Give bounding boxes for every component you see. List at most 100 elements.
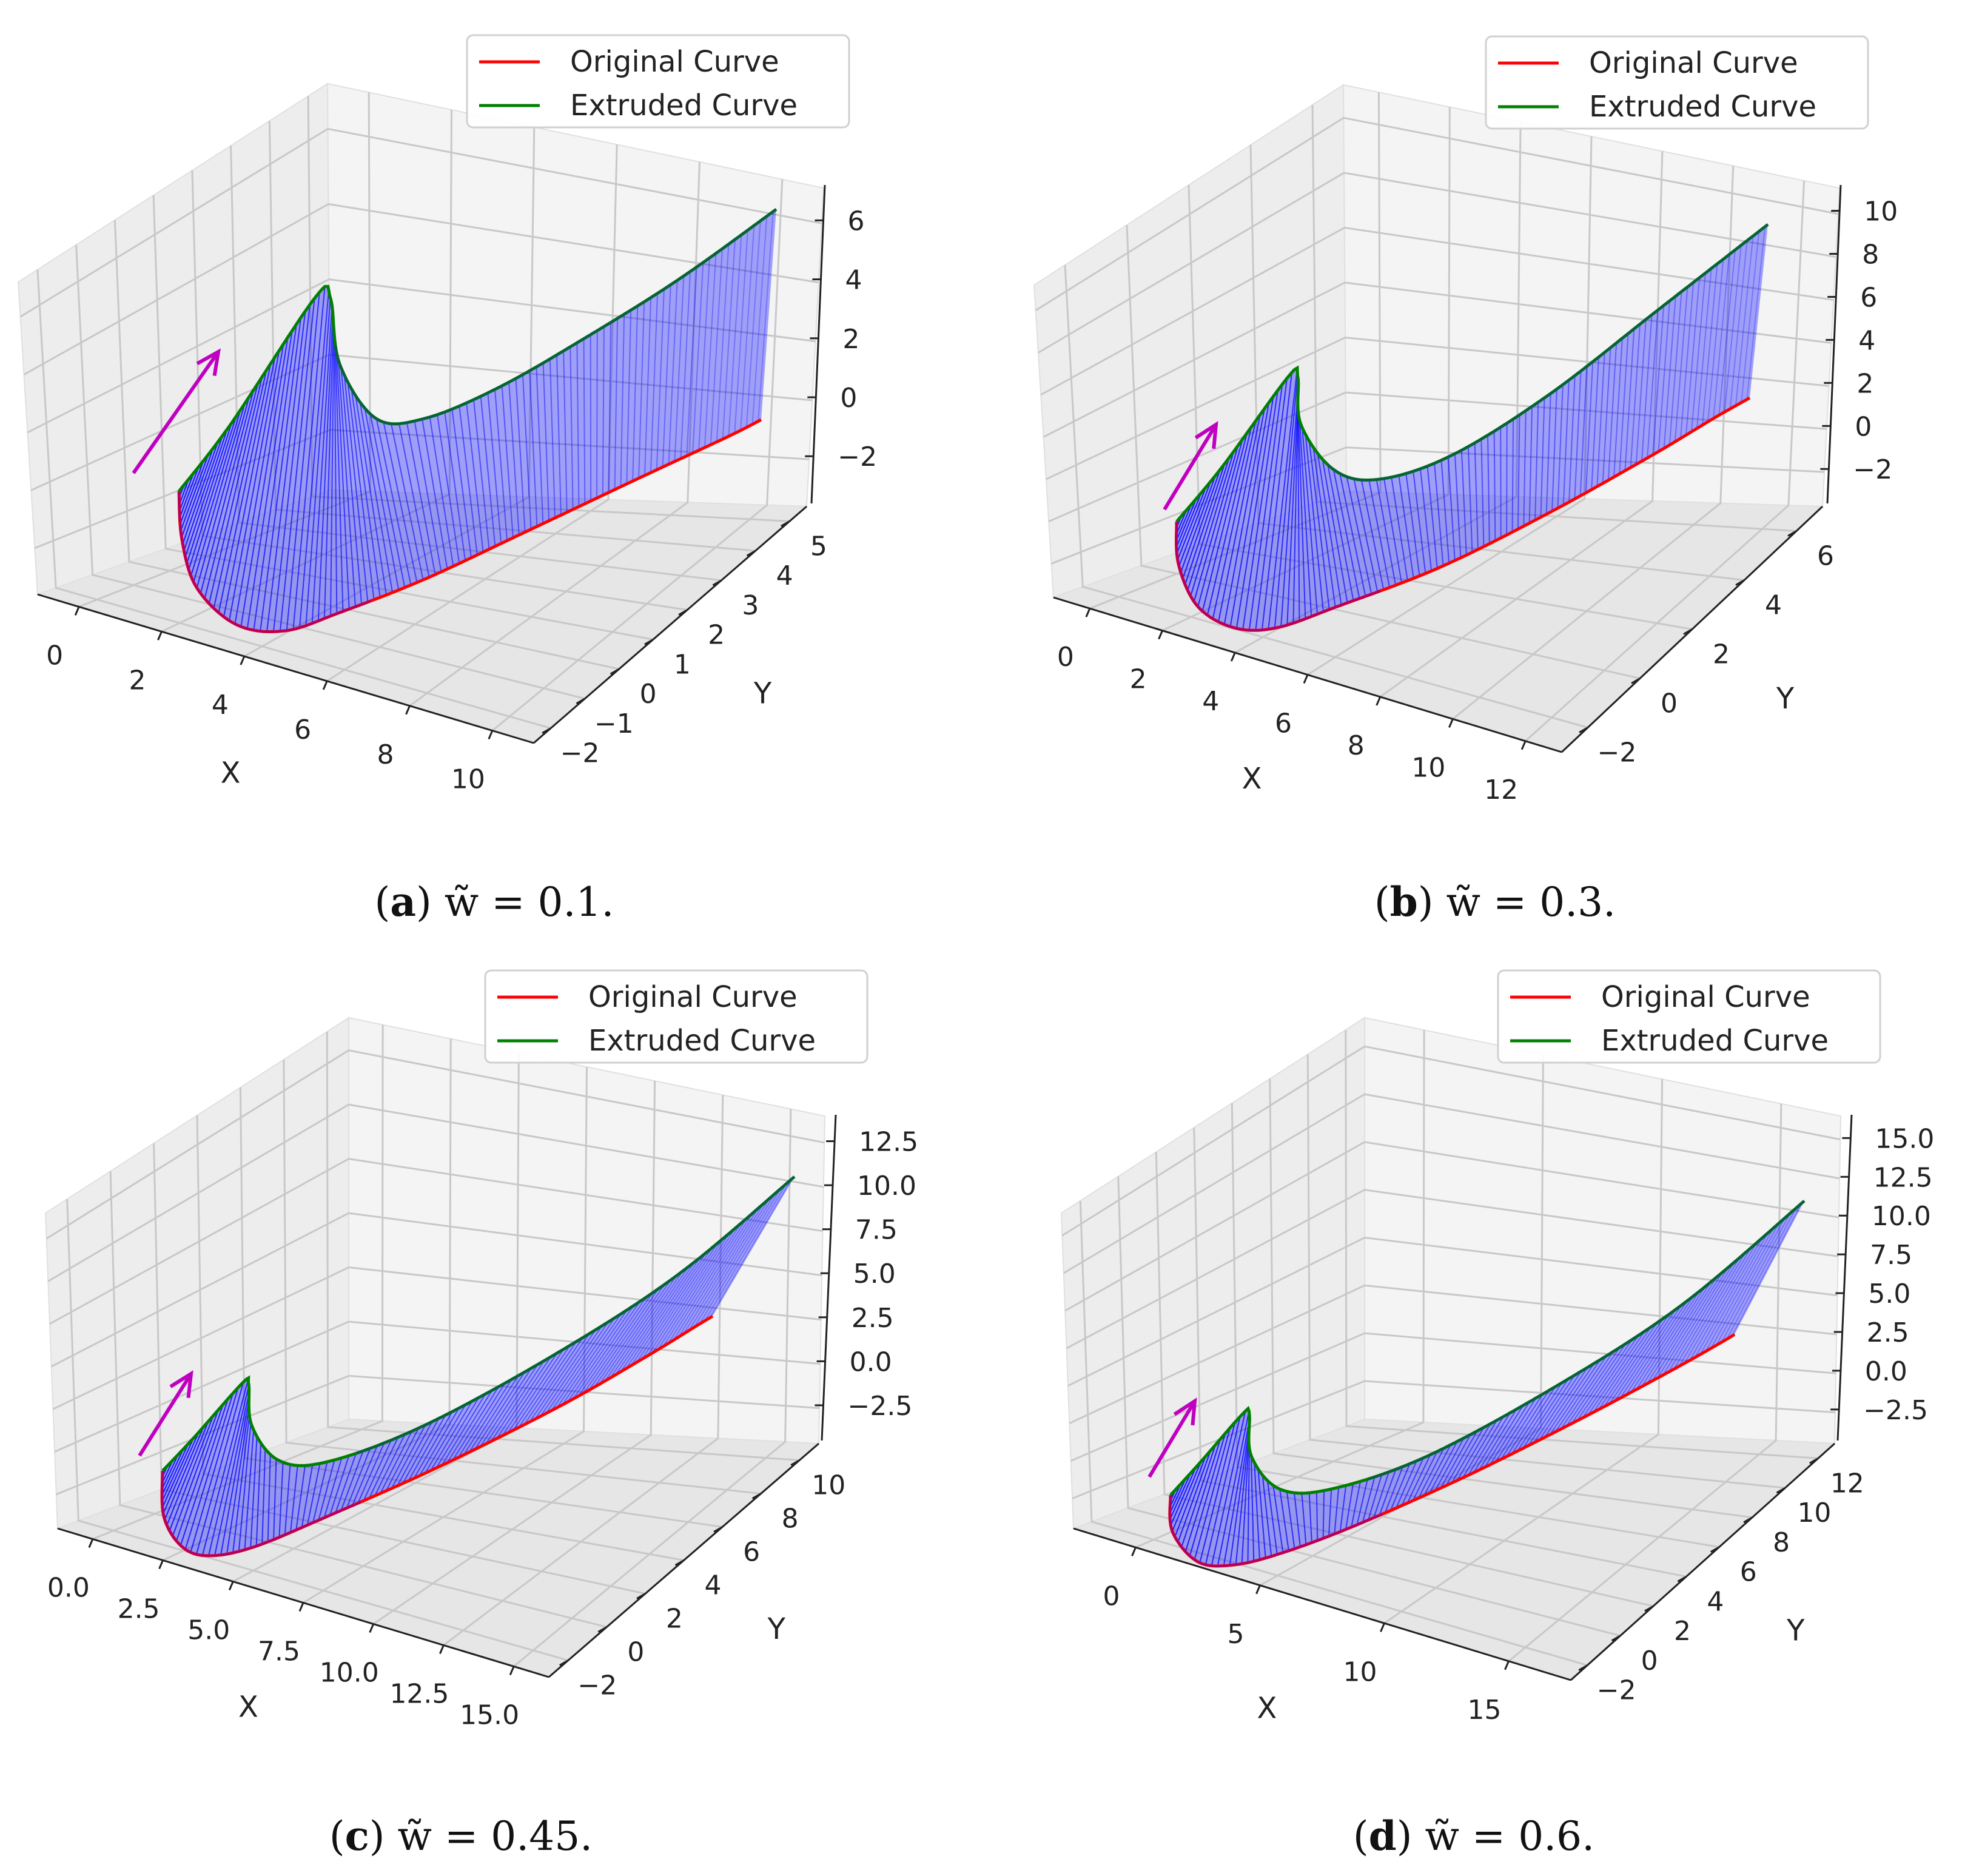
x-tick-mark [369,1623,375,1633]
legend-box [466,34,850,129]
surface-ruling [1251,1455,1255,1562]
y-tick-mark [713,1526,723,1533]
grid-line-z [54,1320,821,1453]
surface-ruling [330,329,335,616]
y-tick-mark [678,609,688,616]
surface-ruling [556,1313,622,1408]
surface-ruling [1257,1468,1266,1558]
x-tick-mark [1376,696,1382,706]
surface-ruling [375,419,412,585]
surface-ruling [1170,1467,1197,1526]
surface-ruling [441,1393,486,1466]
surface-ruling [1223,408,1265,625]
surface-ruling [1254,1462,1260,1560]
x-tick-label: 6 [1275,708,1292,739]
surface-ruling [608,322,611,493]
surface-ruling [1685,277,1701,435]
y-tick-label: 0 [627,1637,644,1668]
surface-ruling [1663,296,1676,449]
surface-ruling [200,389,255,594]
legend-box [484,969,868,1064]
surface-ruling [1613,338,1623,477]
surface-ruling [229,350,280,621]
surface-ruling [163,1432,200,1515]
surface-ruling [1582,1335,1639,1419]
surface-ruling [540,1325,603,1417]
surface-ruling [180,460,204,525]
surface-ruling [599,1279,671,1385]
surface-ruling [1562,380,1570,505]
surface-ruling [534,1329,597,1420]
surface-ruling [414,420,442,572]
surface-ruling [1674,287,1688,442]
surface-ruling [1211,1411,1246,1566]
y-tick-mark [1735,579,1745,586]
surface-ruling [583,338,586,504]
grid-line-y [75,244,585,700]
surface-ruling [1184,1439,1221,1552]
surface-ruling [255,1442,261,1547]
surface-ruling [567,1305,634,1403]
surface-ruling [463,1379,512,1456]
surface-ruling [698,258,710,451]
surface-ruling [284,1464,291,1535]
grid-line-y [113,220,619,670]
surface-ruling [1383,478,1402,583]
grid-line-y [1311,104,1797,532]
surface-ruling [1517,415,1520,530]
surface-ruling [1528,406,1533,523]
grid-line-y [283,1059,761,1494]
surface-ruling [1647,310,1659,459]
x-tick-label: 0 [1057,642,1074,673]
surface-ruling [740,225,755,431]
y-tick-mark [576,698,586,705]
surface-ruling [1412,1451,1438,1501]
surface-ruling [306,1463,321,1525]
z-tick-label: 6 [848,206,865,237]
grid-line-x [1259,1054,1544,1587]
surface-ruling [562,1309,628,1405]
surface-ruling [183,435,223,551]
y-tick-mark [610,668,620,675]
surface-ruling [1467,446,1473,553]
panel-caption: (b) w̃ = 0.3. [1374,878,1616,926]
arrow-head [169,1370,193,1399]
grid-line-z [45,1049,825,1240]
surface-ruling [343,374,369,602]
surface-ruling [1286,390,1299,625]
surface-ruling [1533,1371,1582,1444]
z-tick-label: 4 [1858,325,1875,356]
x-axis-line [1073,1527,1571,1681]
y-tick-mark [1809,1457,1819,1464]
grid-line-x [1525,180,1806,742]
x-tick-label: 10 [1411,752,1445,783]
surface-ruling [1741,231,1760,403]
grid-line-x [1452,166,1735,720]
surface-ruling [583,1293,653,1394]
grid-line-y [307,96,790,522]
surface-ruling [184,1393,234,1550]
surface-ruling [1328,1488,1332,1536]
grid-line-x [1508,1103,1782,1662]
legend-label: Original Curve [1589,46,1798,80]
x-tick-label: 2 [1130,664,1147,695]
surface-ruling [292,286,326,630]
surface-ruling [563,351,568,513]
surface-ruling [683,1203,764,1334]
surface-ruling [1479,1408,1517,1471]
surface-ruling [1351,1481,1362,1527]
surface-ruling [180,454,209,531]
y-tick-label: 2 [1674,1616,1691,1647]
surface-ruling [1175,504,1192,542]
surface-ruling [161,1454,179,1490]
z-axis-line [1836,1114,1853,1441]
legend: Original Curve Extruded Curve [484,969,868,1064]
surface-ruling [1440,1434,1471,1488]
surface-ruling [1696,268,1712,429]
surface-ruling [279,298,315,631]
grid-line-x [372,1081,656,1625]
surface-ruling [1456,1423,1491,1481]
surface-ruling [1587,1331,1645,1416]
